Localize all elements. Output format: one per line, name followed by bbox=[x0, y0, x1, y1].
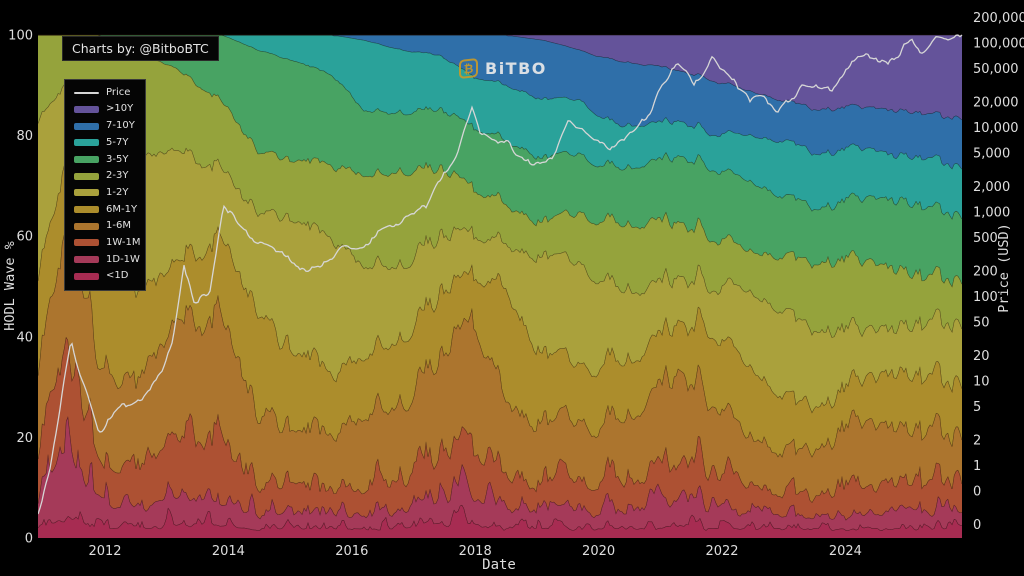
legend-item-7-10y: 7-10Y bbox=[74, 120, 136, 132]
legend-color-swatch bbox=[74, 256, 99, 264]
x-tick-label: 2022 bbox=[705, 544, 738, 559]
legend-color-swatch bbox=[74, 172, 99, 180]
right-tick-label: 200 bbox=[973, 265, 998, 280]
legend-label: 1D-1W bbox=[106, 253, 140, 265]
right-tick-label: 5,000 bbox=[973, 146, 1010, 161]
legend-color-swatch bbox=[74, 206, 99, 214]
left-tick-label: 80 bbox=[16, 129, 33, 144]
left-tick-label: 100 bbox=[8, 29, 33, 44]
right-tick-label: 1,000 bbox=[973, 206, 1010, 221]
band-2-3y bbox=[38, 35, 962, 338]
right-tick-label: 50,000 bbox=[973, 62, 1019, 77]
bitbo-logo: ₿ BiTBO bbox=[459, 58, 547, 79]
legend-label: 1W-1M bbox=[106, 236, 141, 248]
legend-line-swatch bbox=[74, 91, 99, 94]
legend-label: 3-5Y bbox=[106, 153, 129, 165]
logo-text: BiTBO bbox=[485, 59, 547, 78]
right-tick-label: 2,000 bbox=[973, 180, 1010, 195]
legend-item--1d: <1D bbox=[74, 271, 136, 283]
legend: Price >10Y 7-10Y 5-7Y 3-5Y 2-3Y 1-2Y 6M-1Y 1-6M 1… bbox=[64, 79, 146, 292]
band-3-5y bbox=[38, 35, 962, 287]
credit-text: Charts by: @BitboBTC bbox=[72, 41, 209, 56]
right-tick-label: 0 bbox=[973, 484, 981, 499]
credit-box: Charts by: @BitboBTC bbox=[62, 36, 219, 61]
legend-item-2-3y: 2-3Y bbox=[74, 170, 136, 182]
band-1w-1m bbox=[38, 336, 962, 520]
left-axis-title: HODL Wave % bbox=[2, 241, 18, 330]
right-tick-label: 100,000 bbox=[973, 37, 1024, 52]
bitcoin-icon: ₿ bbox=[459, 58, 478, 79]
x-tick-label: 2020 bbox=[582, 544, 615, 559]
right-tick-label: 10,000 bbox=[973, 121, 1019, 136]
band--1d bbox=[38, 504, 962, 538]
left-axis-ticks: 0 20 40 60 80 100 bbox=[8, 29, 33, 547]
legend-item--10y: >10Y bbox=[74, 104, 136, 116]
band-1d-1w bbox=[38, 416, 962, 531]
x-tick-label: 2014 bbox=[212, 544, 245, 559]
legend-color-swatch bbox=[74, 189, 99, 197]
legend-label: 5-7Y bbox=[106, 136, 129, 148]
legend-color-swatch bbox=[74, 122, 99, 130]
price-line bbox=[38, 34, 963, 515]
right-tick-label: 20,000 bbox=[973, 96, 1019, 111]
right-tick-label: 100 bbox=[973, 290, 998, 305]
price-line-layer bbox=[38, 34, 963, 515]
right-tick-label: 2 bbox=[973, 434, 981, 449]
right-axis-ticks: 200,000 100,000 50,000 20,000 10,000 5,000 2,0… bbox=[973, 11, 1024, 533]
band--10y bbox=[38, 35, 962, 120]
left-tick-label: 20 bbox=[16, 431, 33, 446]
legend-item-1-6m: 1-6M bbox=[74, 221, 136, 233]
legend-color-swatch bbox=[74, 222, 99, 230]
band-1-6m bbox=[38, 223, 962, 503]
legend-color-swatch bbox=[74, 239, 99, 247]
legend-label: 1-6M bbox=[106, 220, 131, 232]
legend-label: 2-3Y bbox=[106, 170, 129, 182]
right-axis-title: Price (USD) bbox=[996, 223, 1012, 312]
x-tick-label: 2018 bbox=[459, 544, 492, 559]
band-5-7y bbox=[38, 35, 962, 219]
legend-label: <1D bbox=[106, 270, 129, 282]
x-axis-title: Date bbox=[482, 557, 516, 573]
band-1-2y bbox=[38, 81, 962, 413]
legend-label: 1-2Y bbox=[106, 186, 129, 198]
left-tick-label: 0 bbox=[25, 532, 33, 547]
legend-color-swatch bbox=[74, 139, 99, 147]
legend-color-swatch bbox=[74, 105, 99, 113]
right-tick-label: 50 bbox=[973, 315, 990, 330]
right-tick-label: 1 bbox=[973, 459, 981, 474]
legend-item-price: Price bbox=[74, 87, 136, 99]
legend-item-6m-1y: 6M-1Y bbox=[74, 203, 138, 216]
stacked-area-bands bbox=[38, 34, 963, 538]
legend-item-1d-1w: 1D-1W bbox=[74, 254, 140, 266]
right-tick-label: 10 bbox=[973, 375, 990, 390]
legend-item-1-2y: 1-2Y bbox=[74, 187, 136, 199]
legend-color-swatch bbox=[74, 156, 99, 163]
legend-item-5-7y: 5-7Y bbox=[74, 137, 136, 149]
legend-item-3-5y: 3-5Y bbox=[74, 154, 136, 166]
left-tick-label: 60 bbox=[16, 230, 33, 245]
band-6m-1y bbox=[38, 157, 962, 457]
right-tick-label: 5 bbox=[973, 400, 981, 415]
legend-label: >10Y bbox=[106, 103, 134, 115]
right-tick-label: 500 bbox=[973, 231, 998, 246]
x-axis-ticks: 2012 2014 2016 2018 2020 2022 2024 bbox=[88, 544, 861, 559]
right-tick-label: 200,000 bbox=[973, 11, 1024, 26]
band-7-10y bbox=[38, 35, 962, 170]
legend-label: Price bbox=[106, 86, 131, 98]
legend-item-1w-1m: 1W-1M bbox=[74, 237, 140, 249]
right-tick-label: 20 bbox=[973, 349, 990, 364]
left-tick-label: 40 bbox=[16, 330, 33, 345]
right-tick-label: 0 bbox=[973, 518, 981, 533]
x-tick-label: 2024 bbox=[829, 544, 862, 559]
legend-color-swatch bbox=[74, 272, 99, 280]
x-tick-label: 2016 bbox=[335, 544, 368, 559]
legend-label: 6M-1Y bbox=[106, 203, 138, 215]
legend-label: 7-10Y bbox=[106, 120, 135, 132]
x-tick-label: 2012 bbox=[88, 544, 121, 559]
